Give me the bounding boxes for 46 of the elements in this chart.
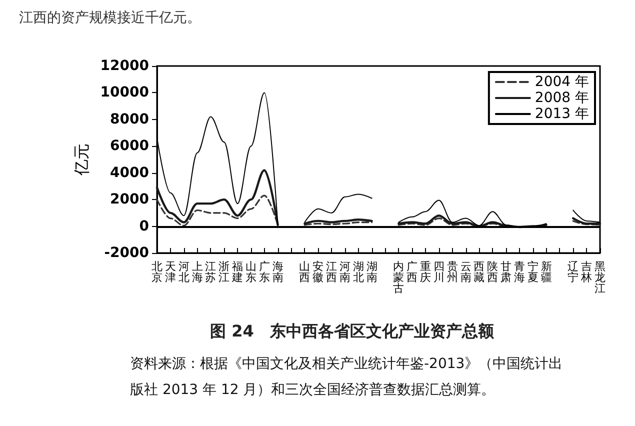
x-tick-label: 北京 — [152, 260, 162, 284]
x-tick-label: 西藏 — [474, 260, 485, 284]
x-tick-label: 海南 — [272, 260, 284, 284]
x-tick-label: 吉林 — [580, 260, 592, 284]
x-tick-label: 天津 — [164, 260, 176, 284]
x-tick-label: 重庆 — [420, 260, 431, 284]
x-tick-label: 陕西 — [487, 260, 498, 284]
x-tick-label: 山东 — [245, 260, 256, 284]
x-tick-label: 福建 — [231, 260, 244, 284]
x-tick-label: 安徽 — [312, 260, 324, 284]
x-tick-label: 甘肃 — [500, 260, 512, 284]
y-tick-label: 8000 — [110, 111, 150, 128]
x-tick-label: 云南 — [460, 260, 472, 284]
y-tick-label: 6000 — [110, 138, 150, 154]
x-tick-label: 广东 — [258, 260, 270, 284]
x-tick-label: 山西 — [299, 260, 310, 284]
x-tick-label: 辽宁 — [568, 260, 579, 284]
x-tick-label: 广西 — [406, 260, 418, 284]
x-tick-label: 上海 — [192, 260, 203, 284]
y-tick-label: 0 — [139, 218, 150, 234]
text: 江西的资产规模接近千亿元。 — [19, 10, 201, 26]
text: 资料来源：根据《中国文化及相关产业统计年鉴-2013》（中国统计出版社 2013 年 12 月）和三次全国经济普查数据汇总测算。 — [130, 356, 563, 398]
x-tick-label: 宁夏 — [527, 260, 538, 284]
x-tick-label: 江西 — [326, 260, 338, 284]
x-tick-label: 贵州 — [446, 260, 458, 284]
y-tick-label: 2000 — [110, 192, 150, 208]
x-tick-label: 内蒙古 — [393, 260, 404, 295]
y-tick-label: 10000 — [100, 84, 150, 101]
legend-label: 2013 年 — [534, 106, 590, 122]
x-tick-label: 四川 — [433, 260, 444, 284]
legend-label: 2008 年 — [534, 90, 590, 106]
x-tick-label: 浙江 — [218, 260, 230, 284]
x-tick-label: 黑龙江 — [594, 260, 606, 295]
x-tick-label: 江苏 — [205, 260, 216, 284]
text: 图 24 东中西各省区文化产业资产总额 — [210, 322, 495, 340]
x-tick-label: 湖南 — [366, 260, 378, 284]
legend-label: 2004 年 — [534, 74, 590, 90]
y-axis-title: 亿元 — [72, 144, 91, 176]
x-tick-label: 青海 — [514, 260, 525, 284]
y-tick-label: -2000 — [104, 245, 150, 261]
y-tick-label: 12000 — [100, 58, 150, 74]
x-tick-label: 河南 — [339, 260, 350, 284]
x-tick-label: 新疆 — [540, 260, 552, 284]
x-tick-label: 湖北 — [352, 260, 364, 284]
x-tick-label: 河北 — [178, 260, 190, 284]
y-tick-label: 4000 — [110, 164, 150, 181]
